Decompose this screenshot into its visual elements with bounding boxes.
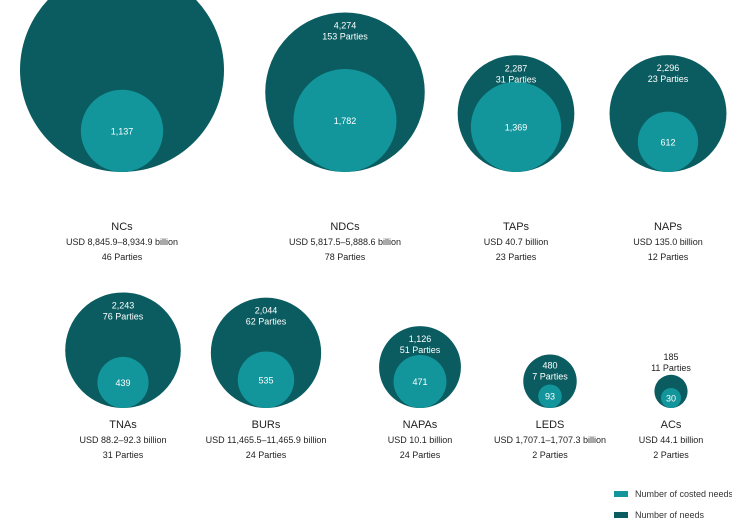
needs-count-label-acs: 185 <box>663 352 678 362</box>
category-parties-napas: 24 Parties <box>400 450 441 460</box>
costed-bubble-napas <box>393 355 447 408</box>
costed-count-label-ncs: 1,137 <box>111 126 134 136</box>
costed-bubble-tnas <box>97 356 149 408</box>
category-usd-napas: USD 10.1 billion <box>388 435 453 445</box>
costed-count-label-taps: 1,369 <box>505 122 528 132</box>
costed-count-label-leds: 93 <box>545 392 555 402</box>
legend-swatch-costed <box>614 491 628 497</box>
costed-bubble-taps <box>470 81 562 172</box>
category-name-acs: ACs <box>661 419 682 431</box>
costed-bubble-ncs <box>80 89 164 172</box>
legend-item-costed: Number of costed needs <box>614 486 732 502</box>
needs-parties-label-naps: 23 Parties <box>648 74 689 84</box>
category-parties-naps: 12 Parties <box>648 252 689 262</box>
costed-bubble-acs <box>661 388 681 408</box>
legend-item-total: Number of needs <box>614 507 732 523</box>
costed-count-label-burs: 535 <box>258 375 273 385</box>
category-usd-tnas: USD 88.2–92.3 billion <box>79 435 166 445</box>
costed-bubble-burs <box>237 351 295 409</box>
legend-label-costed: Number of costed needs <box>635 489 732 499</box>
needs-parties-label-ndcs: 153 Parties <box>322 31 368 41</box>
costed-bubble-leds <box>538 384 562 409</box>
category-name-naps: NAPs <box>654 221 683 233</box>
category-parties-burs: 24 Parties <box>246 450 287 460</box>
needs-count-label-ndcs: 4,274 <box>334 20 357 30</box>
category-usd-ncs: USD 8,845.9–8,934.9 billion <box>66 237 178 247</box>
category-usd-ndcs: USD 5,817.5–5,888.6 billion <box>289 237 401 247</box>
category-parties-tnas: 31 Parties <box>103 450 144 460</box>
category-parties-acs: 2 Parties <box>653 450 689 460</box>
category-usd-taps: USD 40.7 billion <box>484 237 549 247</box>
needs-count-label-tnas: 2,243 <box>112 300 135 310</box>
legend-label-total: Number of needs <box>635 510 705 520</box>
costed-count-label-napas: 471 <box>412 377 427 387</box>
needs-count-label-naps: 2,296 <box>657 63 680 73</box>
needs-parties-label-tnas: 76 Parties <box>103 311 144 321</box>
costed-count-label-ndcs: 1,782 <box>334 116 357 126</box>
legend-swatch-total <box>614 512 628 518</box>
category-usd-burs: USD 11,465.5–11,465.9 billion <box>206 435 327 445</box>
needs-parties-label-leds: 7 Parties <box>532 372 568 382</box>
category-name-tnas: TNAs <box>109 419 137 431</box>
costed-count-label-naps: 612 <box>660 137 675 147</box>
category-usd-leds: USD 1,707.1–1,707.3 billion <box>494 435 606 445</box>
category-name-ncs: NCs <box>111 221 133 233</box>
category-parties-taps: 23 Parties <box>496 252 537 262</box>
category-usd-acs: USD 44.1 billion <box>639 435 704 445</box>
needs-parties-label-taps: 31 Parties <box>496 74 537 84</box>
costed-count-label-acs: 30 <box>666 394 676 404</box>
needs-parties-label-napas: 51 Parties <box>400 345 441 355</box>
category-parties-leds: 2 Parties <box>532 450 568 460</box>
category-name-leds: LEDS <box>536 419 565 431</box>
needs-parties-label-acs: 11 Parties <box>651 363 691 373</box>
needs-count-label-burs: 2,044 <box>255 306 278 316</box>
category-name-napas: NAPAs <box>403 419 438 431</box>
needs-count-label-napas: 1,126 <box>409 334 432 344</box>
needs-bubble-ncs <box>20 0 224 172</box>
category-parties-ncs: 46 Parties <box>102 252 143 262</box>
category-parties-ndcs: 78 Parties <box>325 252 366 262</box>
needs-bubble-leds <box>523 354 577 408</box>
legend: Number of costed needs Number of needs <box>614 486 732 528</box>
needs-count-label-leds: 480 <box>542 361 557 371</box>
costed-count-label-tnas: 439 <box>115 378 130 388</box>
category-name-taps: TAPs <box>503 221 530 233</box>
needs-count-label-taps: 2,287 <box>505 63 528 73</box>
needs-parties-label-burs: 62 Parties <box>246 317 287 327</box>
category-name-ndcs: NDCs <box>330 221 360 233</box>
costed-bubble-ndcs <box>293 68 397 172</box>
needs-bubble-tnas <box>65 292 181 408</box>
category-usd-naps: USD 135.0 billion <box>633 237 703 247</box>
category-name-burs: BURs <box>252 419 281 431</box>
costed-bubble-naps <box>637 111 699 172</box>
